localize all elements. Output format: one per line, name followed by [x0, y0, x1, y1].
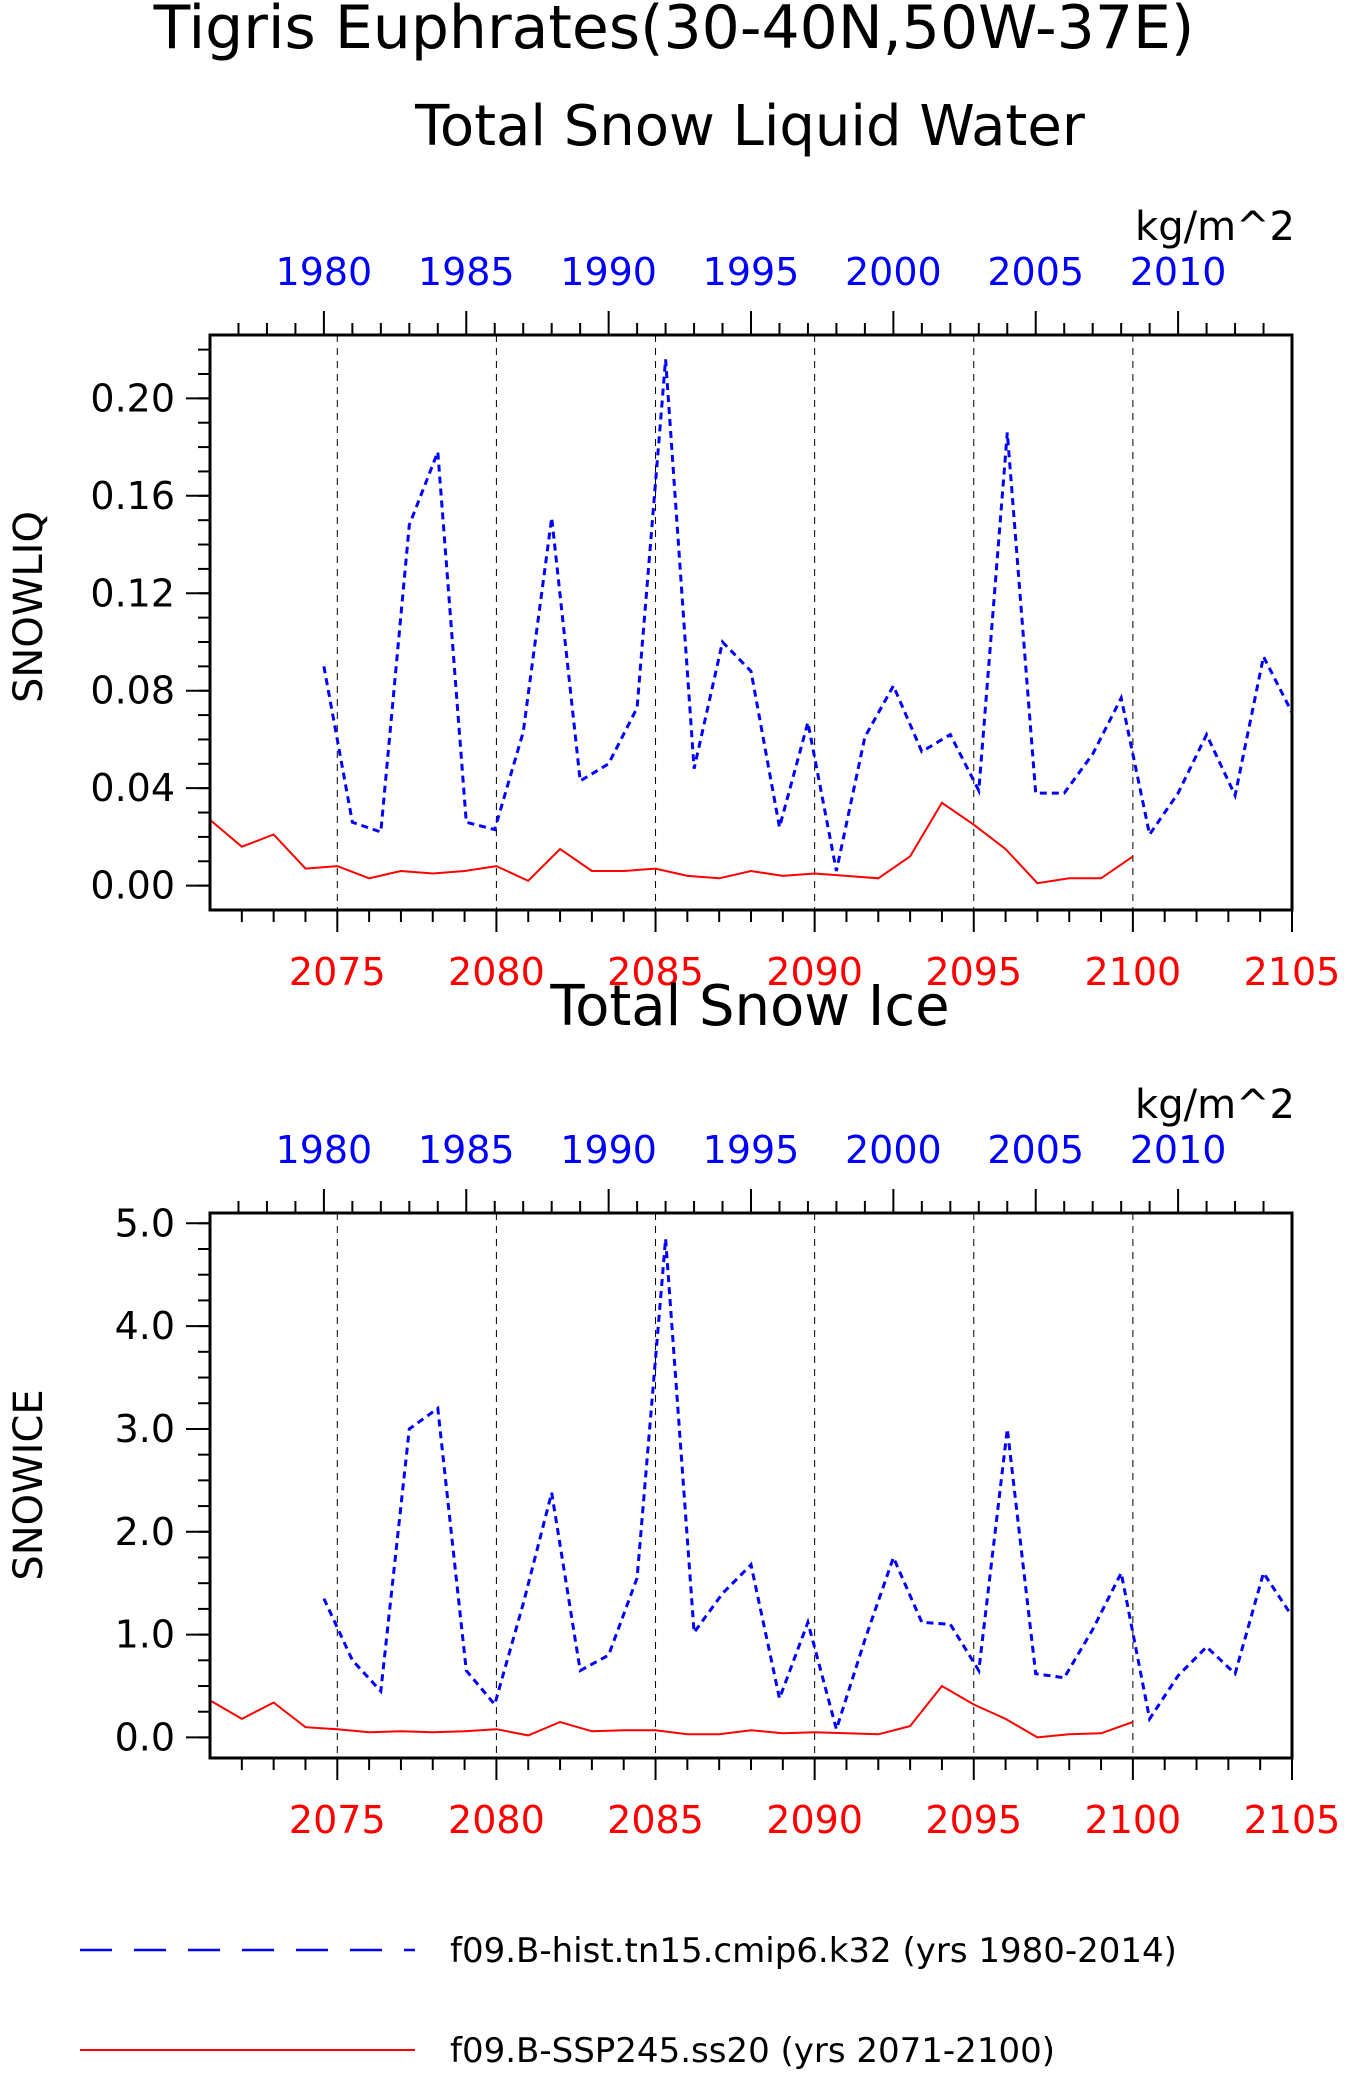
top-tick-label: 2010	[1130, 1128, 1227, 1172]
top-tick-label: 1985	[418, 1128, 515, 1172]
plot-frame	[208, 333, 1294, 912]
top-tick-label: 1985	[418, 250, 515, 294]
top-tick-label: 1990	[560, 250, 657, 294]
panel-title: Total Snow Ice	[549, 974, 949, 1039]
snowliq-panel: Total Snow Liquid Water kg/m^2 SNOWLIQ 2…	[6, 94, 1340, 994]
top-tick-label: 1995	[703, 250, 800, 294]
bottom-tick-label: 2075	[289, 950, 386, 994]
bottom-tick-label: 2090	[766, 950, 863, 994]
bottom-tick-label: 2100	[1085, 950, 1182, 994]
legend: f09.B-hist.tn15.cmip6.k32 (yrs 1980-2014…	[80, 1931, 1177, 2071]
y-tick-label: 0.20	[90, 376, 175, 420]
y-tick-label: 0.00	[90, 864, 175, 908]
y-axis-title: SNOWICE	[6, 1389, 52, 1580]
units-label: kg/m^2	[1135, 204, 1295, 250]
panel-title: Total Snow Liquid Water	[414, 94, 1086, 159]
ssp-series-line	[209, 1684, 1134, 1739]
bottom-tick-label: 2105	[1244, 1798, 1341, 1842]
bottom-tick-label: 2075	[289, 1798, 386, 1842]
bottom-tick-label: 2090	[766, 1798, 863, 1842]
bottom-tick-label: 2085	[607, 950, 704, 994]
units-label: kg/m^2	[1135, 1082, 1295, 1128]
y-tick-label: 0.08	[90, 669, 175, 713]
top-tick-label: 2005	[987, 250, 1084, 294]
y-tick-label: 0.16	[90, 474, 175, 518]
top-tick-label: 2000	[845, 250, 942, 294]
y-tick-label: 0.0	[115, 1715, 175, 1759]
hist-series-line	[322, 1238, 1294, 1735]
legend-label-hist: f09.B-hist.tn15.cmip6.k32 (yrs 1980-2014…	[450, 1931, 1177, 1971]
figure-title: Tigris Euphrates(30-40N,50W-37E)	[153, 0, 1195, 63]
bottom-tick-label: 2095	[925, 1798, 1022, 1842]
ssp-series-line	[209, 801, 1134, 885]
y-tick-label: 4.0	[115, 1304, 175, 1348]
bottom-tick-label: 2105	[1244, 950, 1341, 994]
bottom-tick-label: 2100	[1085, 1798, 1182, 1842]
legend-label-ssp: f09.B-SSP245.ss20 (yrs 2071-2100)	[450, 2031, 1055, 2071]
bottom-tick-label: 2085	[607, 1798, 704, 1842]
y-tick-label: 0.12	[90, 571, 175, 615]
bottom-tick-label: 2080	[448, 950, 545, 994]
top-tick-label: 1980	[276, 1128, 373, 1172]
top-tick-label: 2010	[1130, 250, 1227, 294]
y-tick-label: 5.0	[115, 1201, 175, 1245]
y-tick-label: 2.0	[115, 1510, 175, 1554]
bottom-tick-label: 2080	[448, 1798, 545, 1842]
top-tick-label: 1980	[276, 250, 373, 294]
bottom-tick-label: 2095	[925, 950, 1022, 994]
hist-series-line	[322, 359, 1294, 872]
top-tick-label: 1995	[703, 1128, 800, 1172]
top-tick-label: 2000	[845, 1128, 942, 1172]
y-tick-label: 1.0	[115, 1613, 175, 1657]
plot-frame	[208, 1211, 1294, 1760]
y-axis-title: SNOWLIQ	[6, 511, 52, 703]
top-tick-label: 2005	[987, 1128, 1084, 1172]
y-tick-label: 0.04	[90, 766, 175, 810]
y-tick-label: 3.0	[115, 1407, 175, 1451]
top-tick-label: 1990	[560, 1128, 657, 1172]
snowice-panel: Total Snow Ice kg/m^2 SNOWICE 2075 2080 20…	[6, 974, 1340, 1842]
